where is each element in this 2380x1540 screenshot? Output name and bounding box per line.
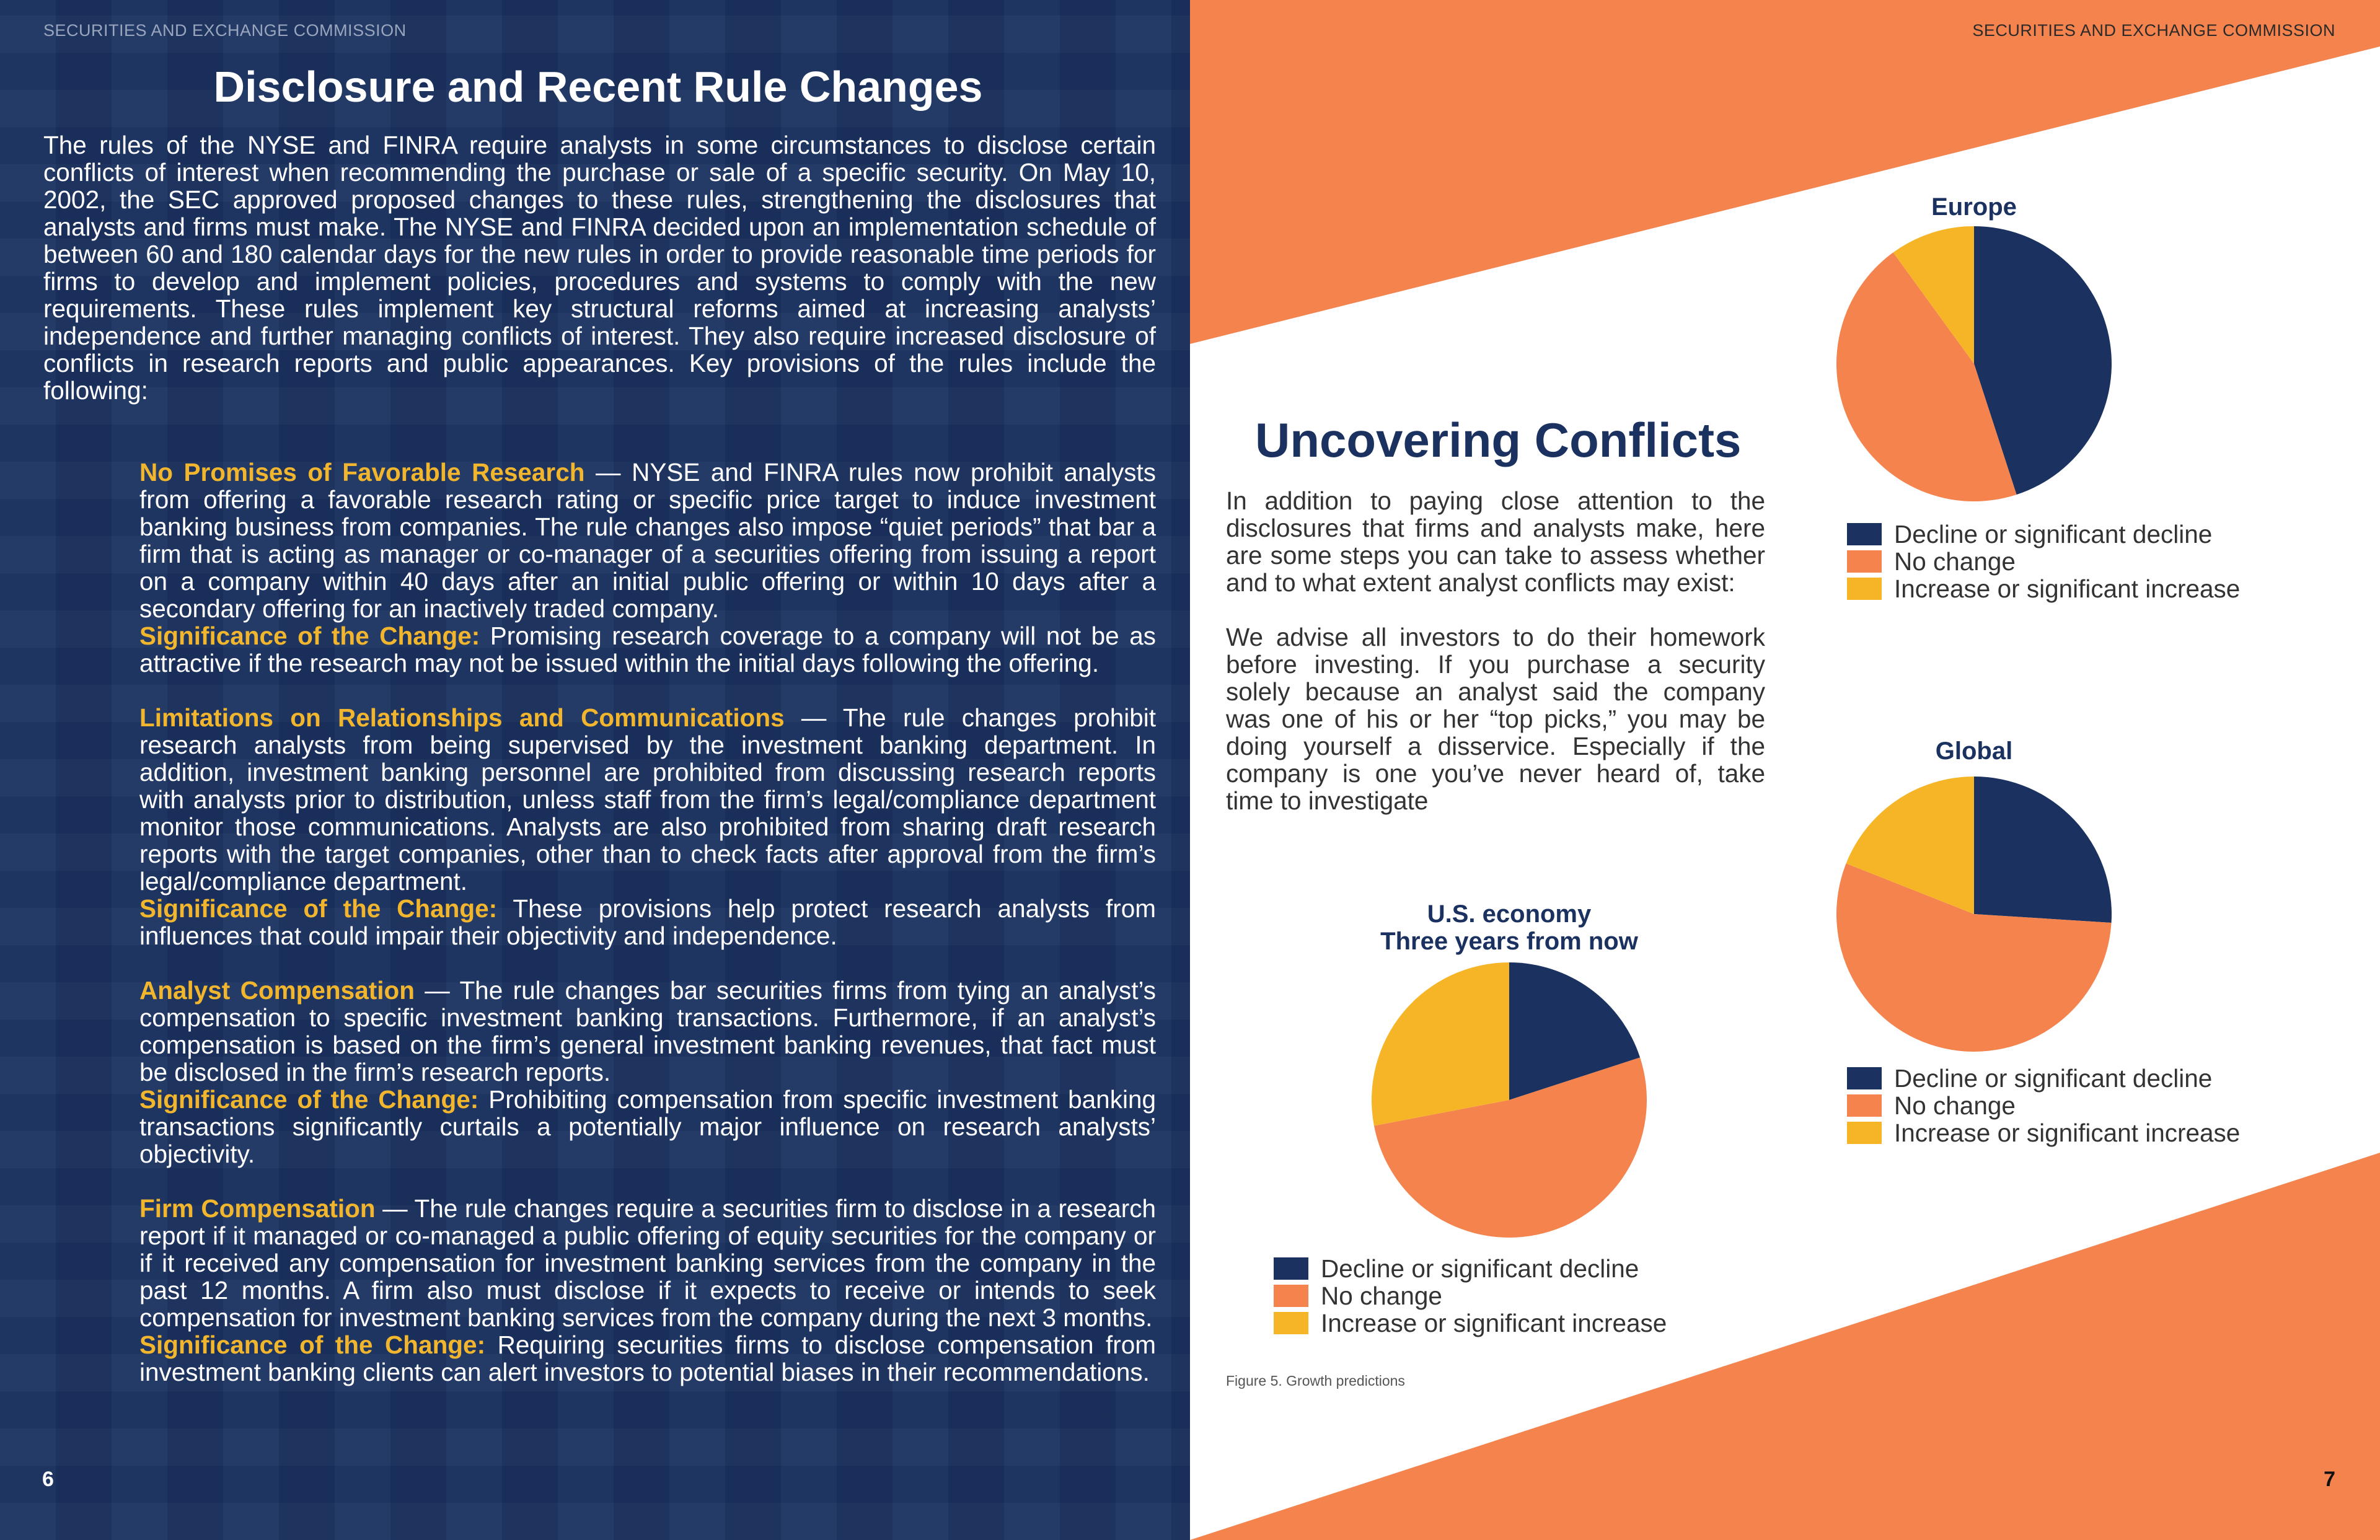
legend-swatch-yellow	[1274, 1312, 1308, 1334]
legend-swatch-navy	[1274, 1257, 1308, 1280]
provision-body: — The rule changes require a securities …	[139, 1194, 1157, 1332]
top-orange-band	[1190, 0, 2380, 344]
bottom-orange-band	[1190, 1153, 2380, 1540]
legend-swatch-yellow	[1847, 1122, 1882, 1144]
right-paragraph: We advise all investors to do their home…	[1226, 623, 1765, 815]
significance-label: Significance of the Change:	[139, 622, 480, 650]
significance-text: Significance of the Change: Requiring se…	[139, 1331, 1156, 1386]
significance-label: Significance of the Change:	[139, 894, 498, 923]
pie-slice-increase	[1846, 777, 1974, 914]
legend-swatch-navy	[1847, 1067, 1882, 1089]
chart-title-us-economy: U.S. economy Three years from now	[1323, 900, 1695, 955]
chart-title-global: Global	[1935, 737, 2013, 765]
legend-label: No change	[1321, 1281, 1442, 1310]
provision-text: No Promises of Favorable Research — NYSE…	[139, 459, 1156, 622]
legend-label: No change	[1894, 547, 2016, 576]
legend-item: Increase or significant increase	[1847, 574, 2241, 603]
pie-chart-us-economy	[1372, 962, 1647, 1238]
provision-item: Limitations on Relationships and Communi…	[139, 704, 1156, 949]
running-header-left: SECURITIES AND EXCHANGE COMMISSION	[43, 21, 407, 40]
significance-text: Significance of the Change: Promising re…	[139, 622, 1156, 677]
provision-body: — The rule changes prohibit research ana…	[139, 703, 1156, 895]
provision-heading: Limitations on Relationships and Communi…	[139, 703, 785, 732]
legend-swatch-orange	[1274, 1285, 1308, 1307]
legend-europe: Decline or significant decline No change…	[1847, 519, 2241, 603]
chart-title-line: Three years from now	[1380, 928, 1638, 955]
provision-text: Analyst Compensation — The rule changes …	[139, 977, 1156, 1086]
right-paragraph: In addition to paying close attention to…	[1226, 486, 1765, 597]
significance-body: Prohibiting compensation from specific i…	[139, 1085, 1156, 1168]
provision-heading: Firm Compensation	[139, 1194, 376, 1223]
provision-text: Firm Compensation — The rule changes req…	[139, 1195, 1156, 1331]
page-number-left: 6	[42, 1467, 54, 1491]
provision-text: Limitations on Relationships and Communi…	[139, 704, 1156, 895]
provision-item: Analyst Compensation — The rule changes …	[139, 977, 1156, 1168]
significance-text: Significance of the Change: These provis…	[139, 895, 1156, 949]
pie-slice-decline	[1974, 226, 2112, 495]
pie-slice-decline	[1974, 777, 2112, 923]
significance-label: Significance of the Change:	[139, 1085, 479, 1114]
legend-label: Decline or significant decline	[1894, 1063, 2213, 1093]
legend-item: Decline or significant decline	[1847, 1063, 2240, 1093]
chart-title-line: U.S. economy	[1427, 900, 1592, 928]
legend-item: No change	[1847, 1091, 2240, 1120]
significance-body: These provisions help protect research a…	[139, 894, 1157, 950]
provision-heading: Analyst Compensation	[139, 976, 415, 1005]
legend-swatch-yellow	[1847, 578, 1882, 600]
significance-body: Requiring securities firms to disclose c…	[139, 1331, 1156, 1386]
legend-swatch-orange	[1847, 1094, 1882, 1117]
left-page: SECURITIES AND EXCHANGE COMMISSION Discl…	[0, 0, 1190, 1540]
figure-caption: Figure 5. Growth predictions	[1226, 1373, 1405, 1389]
page-number-right: 7	[2324, 1467, 2335, 1491]
pie-slice-decline	[1509, 962, 1641, 1100]
provision-item: No Promises of Favorable Research — NYSE…	[139, 459, 1156, 677]
legend-swatch-navy	[1847, 523, 1882, 545]
legend-item: No change	[1847, 547, 2240, 576]
pie-chart-global	[1836, 777, 2112, 1052]
provision-item: Firm Compensation — The rule changes req…	[139, 1195, 1156, 1386]
significance-label: Significance of the Change:	[139, 1331, 486, 1359]
significance-text: Significance of the Change: Prohibiting …	[139, 1086, 1156, 1168]
legend-label: No change	[1894, 1091, 2016, 1120]
legend-swatch-orange	[1847, 550, 1882, 573]
significance-body: Promising research coverage to a company…	[139, 622, 1156, 677]
pie-slice-no-change	[1836, 863, 2112, 1052]
legend-label: Increase or significant increase	[1894, 574, 2241, 603]
provision-body: — The rule changes bar securities firms …	[139, 976, 1156, 1086]
provision-heading: No Promises of Favorable Research	[139, 458, 585, 486]
right-body-text: In addition to paying close attention to…	[1226, 487, 1765, 842]
chart-title-europe: Europe	[1931, 193, 2017, 221]
legend-item: Decline or significant decline	[1847, 519, 2240, 548]
legend-item: No change	[1274, 1281, 1667, 1310]
legend-label: Increase or significant increase	[1894, 1118, 2241, 1147]
provisions-list: No Promises of Favorable Research — NYSE…	[139, 459, 1156, 1413]
provision-body: — NYSE and FINRA rules now prohibit anal…	[139, 458, 1156, 623]
intro-paragraph: The rules of the NYSE and FINRA require …	[43, 131, 1156, 405]
legend-label: Decline or significant decline	[1894, 519, 2213, 548]
pie-chart-europe	[1836, 226, 2112, 501]
left-page-title: Disclosure and Recent Rule Changes	[213, 63, 983, 111]
legend-label: Decline or significant decline	[1321, 1254, 1639, 1283]
legend-item: Decline or significant decline	[1274, 1254, 1667, 1283]
right-page: SECURITIES AND EXCHANGE COMMISSION Uncov…	[1190, 0, 2380, 1540]
background-shapes	[1190, 0, 2380, 1540]
legend-global: Decline or significant decline No change…	[1847, 1063, 2241, 1147]
pie-slice-increase	[1893, 226, 1974, 364]
pie-slice-no-change	[1373, 1057, 1647, 1238]
legend-us-economy: Decline or significant decline No change…	[1274, 1254, 1667, 1337]
right-page-title: Uncovering Conflicts	[1255, 413, 1742, 467]
legend-item: Increase or significant increase	[1847, 1118, 2241, 1147]
background-texture	[0, 0, 1190, 1540]
pie-slice-no-change	[1836, 252, 2017, 501]
pie-slice-increase	[1372, 962, 1509, 1126]
running-header-right: SECURITIES AND EXCHANGE COMMISSION	[1972, 21, 2335, 40]
legend-label: Increase or significant increase	[1321, 1308, 1667, 1337]
legend-item: Increase or significant increase	[1274, 1309, 1667, 1337]
